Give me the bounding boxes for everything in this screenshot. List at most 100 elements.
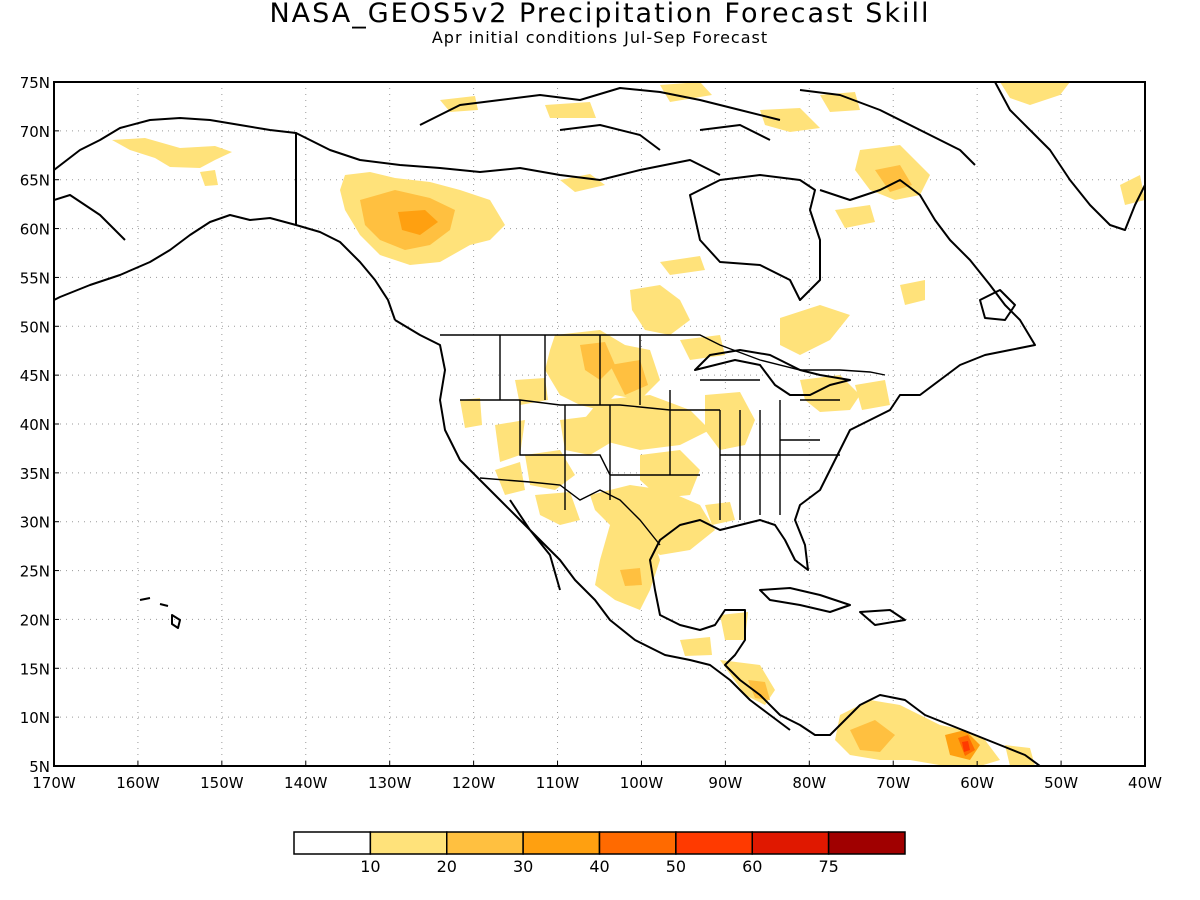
skill-patch-labrador-core: [875, 165, 912, 192]
coast-hudson-bay: [689, 174, 821, 301]
coast-cuba: [759, 587, 851, 613]
x-tick-label: 170W: [32, 774, 76, 792]
coast-newfoundland: [979, 289, 1016, 321]
y-tick-label: 10N: [20, 709, 50, 727]
coast-alaska: [54, 117, 396, 321]
skill-patch-texas: [590, 485, 715, 555]
colorbar-label: 60: [742, 857, 762, 876]
y-tick-label: 15N: [20, 660, 50, 678]
skill-patch-arctic-4: [660, 82, 712, 102]
skill-patch-sonora: [535, 492, 580, 525]
y-tick-label: 45N: [20, 367, 50, 385]
x-tick-label: 160W: [116, 774, 160, 792]
y-tick-label: 60N: [20, 221, 50, 239]
axis-tick-labels: 75N 70N 65N 60N 55N 50N 45N 40N 35N 30N 25N 20N 15N 1…: [20, 74, 1162, 792]
colorbar-label: 20: [437, 857, 457, 876]
skill-patch-nevada: [460, 398, 482, 428]
x-tick-label: 80W: [792, 774, 826, 792]
y-tick-label: 50N: [20, 318, 50, 336]
colorbar-swatch: [522, 831, 601, 855]
coast-labrador: [649, 179, 1041, 766]
coast-hawaii: [139, 597, 181, 629]
colorbar-label: 75: [818, 857, 838, 876]
coast-great-lakes: [694, 349, 851, 396]
border-us-canada: [440, 334, 886, 376]
x-tick-label: 90W: [708, 774, 742, 792]
coast-canada-north: [295, 132, 721, 181]
skill-patch-greatlakes: [800, 375, 860, 412]
skill-patch-arctic-2: [545, 102, 596, 118]
coast-west: [394, 319, 791, 731]
x-tick-label: 110W: [536, 774, 580, 792]
coastlines: [54, 82, 1145, 766]
skill-patch-newengland: [855, 380, 890, 410]
skill-patch-dakota: [610, 360, 648, 395]
skill-patch-newmexico: [525, 450, 575, 490]
political-borders: [295, 133, 886, 546]
skill-patch-guatemala: [680, 637, 712, 656]
skill-patch-midwest: [705, 392, 755, 450]
skill-patch-quebec: [835, 205, 875, 228]
y-tick-label: 25N: [20, 563, 50, 581]
x-tick-label: 140W: [284, 774, 328, 792]
coast-arctic-islands: [419, 87, 976, 166]
x-tick-label: 50W: [1044, 774, 1078, 792]
y-tick-label: 5N: [29, 758, 50, 776]
x-tick-label: 70W: [876, 774, 910, 792]
colorbar-label: 10: [360, 857, 380, 876]
colorbar-swatch: [675, 831, 753, 855]
skill-patch-mexico: [595, 525, 660, 610]
skill-patch-utah: [495, 420, 525, 462]
skill-patch-idaho: [515, 378, 548, 405]
y-tick-label: 65N: [20, 172, 50, 190]
x-tick-label: 120W: [452, 774, 496, 792]
skill-patch-ontario: [780, 305, 850, 355]
y-tick-label: 20N: [20, 611, 50, 629]
chart-subtitle: Apr initial conditions Jul-Sep Forecast: [431, 28, 769, 47]
skill-patch-arctic-1: [440, 96, 478, 112]
colorbar-swatch: [598, 831, 677, 855]
y-tick-label: 55N: [20, 269, 50, 287]
colorbar-swatch: [293, 831, 372, 855]
skill-patch-honduras-core: [748, 680, 770, 700]
colorbar-label: 40: [589, 857, 609, 876]
skill-patch-newfoundland: [900, 280, 925, 305]
y-tick-label: 35N: [20, 465, 50, 483]
border-states: [460, 335, 840, 520]
x-tick-label: 60W: [960, 774, 994, 792]
x-tick-label: 100W: [620, 774, 664, 792]
skill-patch-mexico-core: [620, 568, 642, 586]
border-us-mexico: [479, 477, 661, 546]
coast-hispaniola: [859, 609, 906, 626]
skill-patch-colorado: [560, 415, 615, 455]
y-tick-label: 40N: [20, 416, 50, 434]
skill-patch-montana-core: [580, 342, 615, 380]
y-tick-label: 75N: [20, 74, 50, 92]
chart-title: NASA_GEOS5v2 Precipitation Forecast Skil…: [269, 0, 931, 29]
colorbar-swatch: [369, 831, 448, 855]
y-tick-label: 30N: [20, 514, 50, 532]
skill-patch-colombia-core: [850, 720, 895, 752]
skill-patch-manitoba: [630, 285, 690, 335]
skill-patch-hudson: [660, 256, 705, 275]
colorbar-label: 50: [666, 857, 686, 876]
colorbar-swatch: [751, 831, 830, 855]
colorbar-swatch: [446, 831, 524, 855]
skill-patch-wisconsin: [680, 335, 725, 360]
x-tick-label: 150W: [200, 774, 244, 792]
skill-patch-arctic-6: [820, 92, 860, 112]
skill-patch-greenland-east: [1120, 175, 1145, 205]
x-tick-label: 130W: [368, 774, 412, 792]
skill-patch-yucatan: [720, 612, 748, 640]
colorbar-label: 30: [513, 857, 533, 876]
y-tick-label: 70N: [20, 123, 50, 141]
skill-patch-greenland: [1000, 82, 1070, 105]
skill-patch-alaska: [112, 138, 232, 168]
coast-greenland: [994, 82, 1145, 231]
skill-patch-arizona: [495, 462, 525, 495]
colorbar-swatch: [827, 831, 906, 855]
colorbar: 10 20 30 40 50 60 75: [293, 831, 906, 876]
x-tick-label: 40W: [1128, 774, 1162, 792]
skill-patch-venezuela-peak: [962, 741, 970, 752]
